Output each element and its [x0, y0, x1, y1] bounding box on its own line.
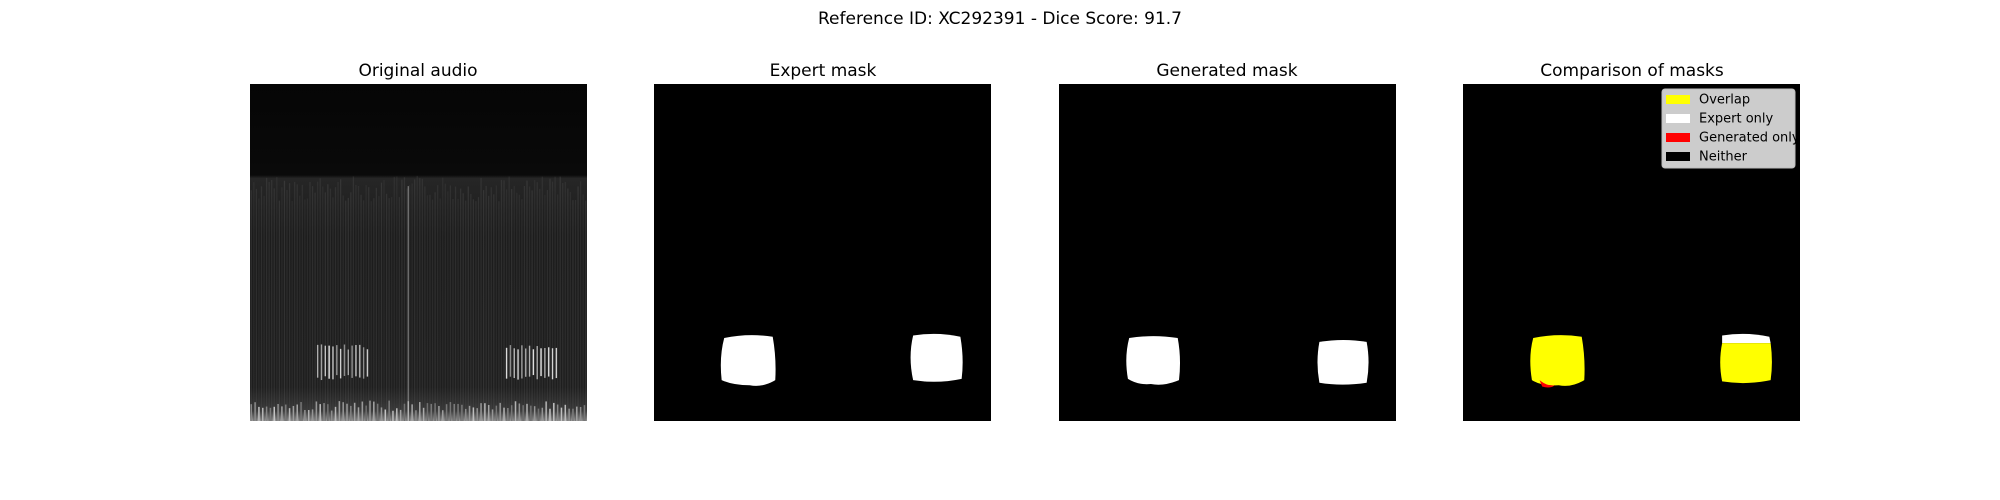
mask-region [720, 335, 776, 386]
legend-swatch [1666, 114, 1690, 123]
mask-region [910, 333, 963, 382]
legend-label: Neither [1699, 150, 1748, 165]
mask-image [654, 84, 991, 421]
spectrogram [250, 84, 587, 421]
legend-label: Generated only [1699, 131, 1800, 146]
legend-box [1661, 88, 1796, 169]
mask-region [1126, 336, 1181, 385]
panel-title: Generated mask [1156, 61, 1297, 81]
mask-region [1317, 339, 1369, 385]
spectrogram-bg [250, 84, 587, 421]
overlap-region [1720, 343, 1772, 384]
legend-swatch [1666, 133, 1690, 142]
mask-image [1059, 84, 1396, 421]
legend: Overlap Expert only Generated only Neith… [1661, 88, 1800, 169]
figure-title: Reference ID: XC292391 - Dice Score: 91.… [818, 9, 1182, 29]
panel-title: Expert mask [770, 61, 877, 81]
panel-title: Comparison of masks [1540, 61, 1724, 81]
legend-swatch [1666, 152, 1690, 161]
legend-label: Expert only [1699, 112, 1774, 127]
legend-label: Overlap [1699, 93, 1750, 108]
generated-region [1539, 380, 1555, 388]
overlap-region [1530, 335, 1585, 386]
legend-swatch [1666, 95, 1690, 104]
panel-title: Original audio [358, 61, 477, 81]
expert-region [1722, 333, 1771, 344]
